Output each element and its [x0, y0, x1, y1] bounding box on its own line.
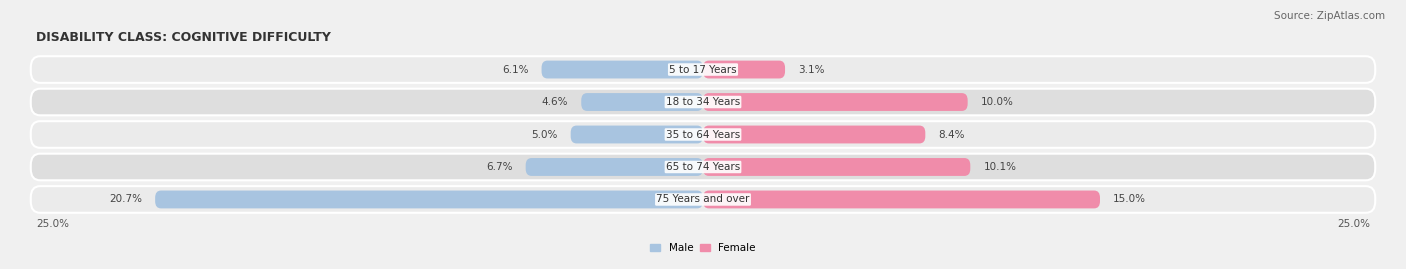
Text: 6.7%: 6.7%	[486, 162, 512, 172]
FancyBboxPatch shape	[31, 186, 1375, 213]
Legend: Male, Female: Male, Female	[650, 243, 756, 253]
FancyBboxPatch shape	[526, 158, 703, 176]
Text: 3.1%: 3.1%	[799, 65, 825, 75]
Text: 10.0%: 10.0%	[981, 97, 1014, 107]
Text: 4.6%: 4.6%	[541, 97, 568, 107]
Text: 65 to 74 Years: 65 to 74 Years	[666, 162, 740, 172]
Text: 15.0%: 15.0%	[1114, 194, 1146, 204]
FancyBboxPatch shape	[703, 93, 967, 111]
Text: 25.0%: 25.0%	[37, 219, 69, 229]
FancyBboxPatch shape	[703, 61, 785, 79]
Text: 10.1%: 10.1%	[984, 162, 1017, 172]
Text: 6.1%: 6.1%	[502, 65, 529, 75]
FancyBboxPatch shape	[541, 61, 703, 79]
Text: 18 to 34 Years: 18 to 34 Years	[666, 97, 740, 107]
Text: 75 Years and over: 75 Years and over	[657, 194, 749, 204]
FancyBboxPatch shape	[31, 89, 1375, 115]
Text: 35 to 64 Years: 35 to 64 Years	[666, 129, 740, 140]
Text: 5.0%: 5.0%	[531, 129, 557, 140]
Text: 5 to 17 Years: 5 to 17 Years	[669, 65, 737, 75]
FancyBboxPatch shape	[581, 93, 703, 111]
FancyBboxPatch shape	[155, 190, 703, 208]
FancyBboxPatch shape	[571, 126, 703, 143]
Text: 8.4%: 8.4%	[939, 129, 965, 140]
Text: 20.7%: 20.7%	[108, 194, 142, 204]
Text: DISABILITY CLASS: COGNITIVE DIFFICULTY: DISABILITY CLASS: COGNITIVE DIFFICULTY	[37, 31, 330, 44]
FancyBboxPatch shape	[31, 56, 1375, 83]
Text: 25.0%: 25.0%	[1337, 219, 1369, 229]
FancyBboxPatch shape	[703, 190, 1099, 208]
FancyBboxPatch shape	[31, 154, 1375, 180]
FancyBboxPatch shape	[703, 126, 925, 143]
Text: Source: ZipAtlas.com: Source: ZipAtlas.com	[1274, 11, 1385, 21]
FancyBboxPatch shape	[31, 121, 1375, 148]
FancyBboxPatch shape	[703, 158, 970, 176]
